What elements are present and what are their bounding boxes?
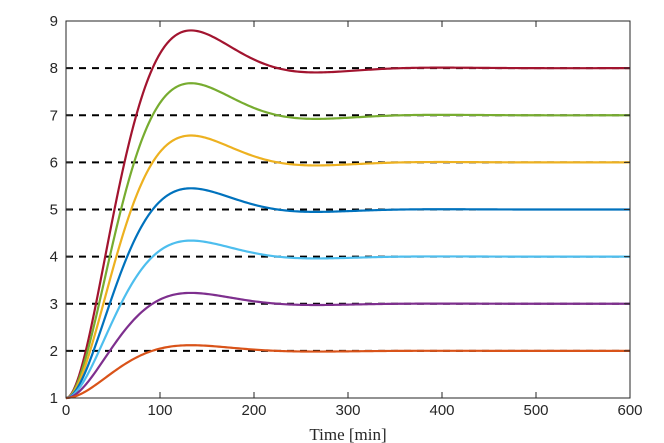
x-tick-label: 0 [62,402,70,419]
response-curve-3 [65,291,630,400]
y-tick-label: 3 [50,296,58,313]
x-tick-label: 100 [147,402,172,419]
y-tick-label: 5 [50,202,58,219]
y-tick-label: 1 [50,390,58,407]
y-tick-label: 7 [50,107,58,124]
x-tick-label: 200 [241,402,266,419]
x-tick-label: 300 [335,402,360,419]
response-curve-2 [65,344,630,400]
y-tick-label: 4 [50,249,58,266]
response-curve-5 [65,187,630,400]
response-curves [65,29,630,400]
axis-ticks: 0 100 200 300 400 500 600 1 2 3 4 5 6 7 8 9 [50,13,643,419]
response-curve-4 [65,239,630,400]
y-tick-label: 2 [50,343,58,360]
y-tick-label: 6 [50,154,58,171]
x-axis-label: Time [min] [309,425,386,443]
response-curve-7 [65,82,630,400]
response-curve-8 [65,29,630,400]
response-curve-6 [65,134,630,400]
x-tick-label: 400 [429,402,454,419]
y-tick-label: 8 [50,60,58,77]
y-tick-label: 9 [50,13,58,30]
x-tick-label: 500 [523,402,548,419]
x-tick-label: 600 [617,402,642,419]
